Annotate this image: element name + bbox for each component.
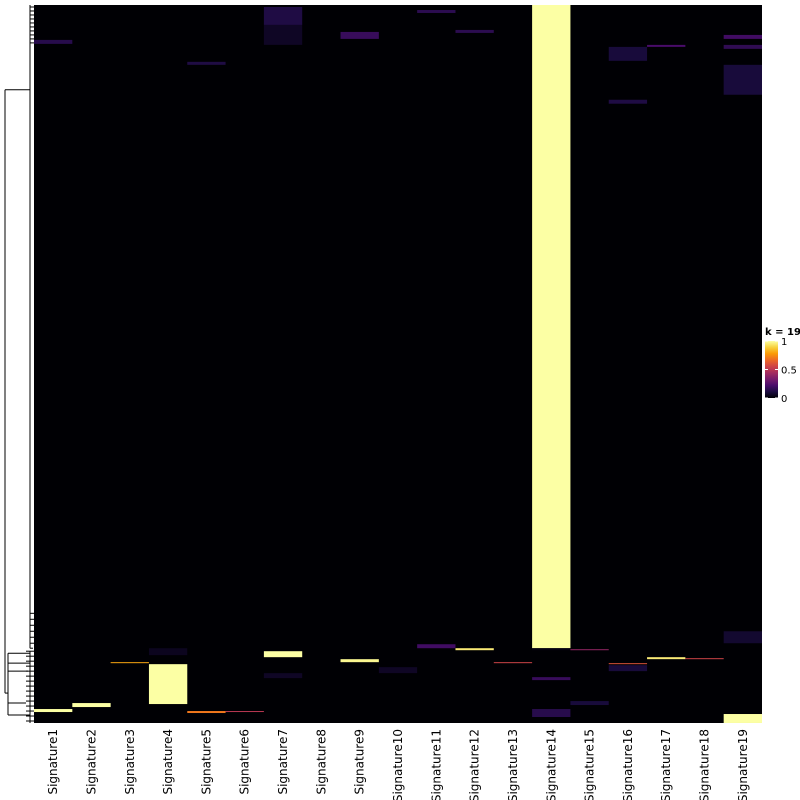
heatmap-cell-23: [608, 46, 648, 61]
legend-tick-label-1: 1: [781, 337, 787, 348]
column-label-14: Signature14: [544, 729, 558, 800]
heatmap-cell-16: [225, 711, 264, 713]
heatmap-cell-9: [455, 648, 494, 651]
column-label-8: Signature8: [314, 729, 328, 795]
column-label-10: Signature10: [391, 729, 405, 800]
column-label-16: Signature16: [621, 729, 635, 800]
heatmap-cell-33: [532, 677, 571, 681]
heatmap-cell-27: [647, 44, 686, 47]
heatmap-cell-34: [532, 709, 571, 718]
heatmap-cell-30: [608, 99, 648, 104]
color-legend: k = 19 1 0.5 0: [765, 327, 800, 405]
heatmap-cell-36: [570, 701, 609, 706]
heatmap-cell-19: [263, 24, 303, 45]
heatmap-cell-8: [340, 659, 379, 663]
legend-tick-label-3: 0: [781, 394, 787, 405]
heatmap-cell-7: [72, 703, 111, 708]
heatmap-cell-18: [263, 6, 303, 25]
heatmap-cell-13: [608, 663, 648, 665]
heatmap-cell-25: [723, 34, 762, 39]
heatmap-cell-5: [263, 651, 303, 658]
heatmap-cell-14: [493, 662, 533, 664]
legend-tick-label-2: 0.5: [781, 366, 797, 377]
heatmap-cell-10: [647, 657, 686, 660]
column-label-1: Signature1: [46, 729, 60, 795]
column-label-7: Signature7: [276, 729, 290, 795]
column-label-5: Signature5: [199, 729, 213, 795]
column-label-3: Signature3: [123, 729, 137, 795]
column-label-2: Signature2: [84, 729, 98, 795]
column-label-12: Signature12: [468, 729, 482, 800]
heatmap-cell-17: [570, 649, 609, 651]
heatmap-cell-39: [263, 673, 303, 679]
column-label-9: Signature9: [353, 729, 367, 795]
heatmap-cell-12: [187, 711, 226, 714]
heatmap-cell-37: [378, 667, 418, 674]
column-label-13: Signature13: [506, 729, 520, 800]
heatmap-cell-29: [417, 644, 456, 649]
heatmap-cell-28: [417, 9, 456, 13]
legend-title: k = 19: [765, 327, 800, 338]
heatmap-cell-6: [34, 709, 73, 713]
column-label-4: Signature4: [161, 729, 175, 795]
column-label-19: Signature19: [736, 729, 750, 800]
heatmap-cell-35: [608, 665, 648, 672]
heatmap-cell-32: [723, 631, 762, 644]
heatmap-cell-11: [110, 662, 149, 664]
heatmap-cell-26: [723, 44, 762, 49]
legend-colorbar: [765, 341, 778, 398]
heatmap-cell-22: [455, 29, 494, 33]
heatmap-cells: [34, 5, 762, 723]
column-labels: Signature1 Signature2 Signature3 Signature4…: [46, 729, 750, 800]
row-dendrogram: [4, 5, 34, 723]
heatmap-cell-31: [187, 61, 226, 65]
heatmap-cell-20: [340, 31, 379, 39]
column-label-6: Signature6: [238, 729, 252, 795]
column-label-15: Signature15: [583, 729, 597, 800]
heatmap-cell-1: [532, 5, 571, 649]
heatmap-cell-3: [148, 664, 188, 705]
heatmap-cell-4: [723, 714, 762, 723]
column-label-18: Signature18: [698, 729, 712, 800]
heatmap-cell-2: [532, 648, 571, 651]
heatmap-background: [34, 5, 762, 723]
heatmap-cell-21: [34, 39, 73, 44]
heatmap-cell-38: [148, 648, 188, 656]
heatmap-cell-24: [723, 64, 762, 95]
column-label-17: Signature17: [659, 729, 673, 800]
heatmap-cell-15: [685, 658, 724, 660]
column-label-11: Signature11: [429, 729, 443, 800]
